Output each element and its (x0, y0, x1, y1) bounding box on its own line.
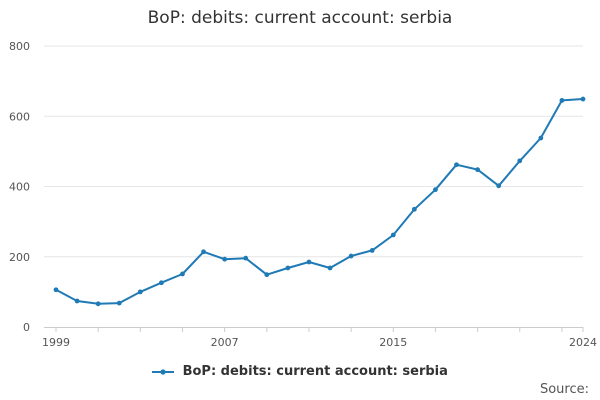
data-point[interactable] (74, 298, 80, 304)
data-point[interactable] (285, 265, 291, 271)
legend[interactable]: BoP: debits: current account: serbia (0, 364, 600, 379)
data-point[interactable] (454, 162, 459, 168)
data-point[interactable] (559, 98, 565, 103)
data-point[interactable] (306, 259, 312, 265)
data-point[interactable] (475, 167, 480, 173)
data-point[interactable] (538, 135, 544, 141)
data-point[interactable] (496, 183, 502, 189)
data-point[interactable] (159, 280, 164, 286)
y-tick-label: 0 (23, 321, 30, 334)
x-tick-label: 1999 (42, 336, 70, 349)
data-point[interactable] (369, 248, 375, 253)
legend-swatch (152, 368, 175, 375)
data-point[interactable] (116, 300, 122, 306)
data-point[interactable] (411, 206, 417, 212)
data-point[interactable] (264, 272, 270, 278)
data-point[interactable] (222, 256, 228, 262)
x-tick-label: 2015 (379, 336, 407, 349)
data-point[interactable] (517, 158, 523, 164)
data-point[interactable] (580, 96, 586, 102)
data-point[interactable] (137, 289, 143, 295)
x-tick-label: 2024 (569, 336, 597, 349)
series-line (55, 98, 584, 305)
source-label: Source: (539, 382, 589, 397)
data-point[interactable] (390, 232, 396, 238)
gridlines (44, 45, 583, 258)
data-point[interactable] (53, 287, 59, 293)
x-tick-label: 2007 (211, 336, 239, 349)
legend-label: BoP: debits: current account: serbia (182, 364, 448, 379)
y-tick-label: 800 (9, 40, 30, 53)
y-tick-label: 400 (9, 181, 30, 194)
y-tick-label: 200 (9, 251, 30, 264)
axes: 0 200 400 600 800 1999 2007 2015 2024 (9, 40, 597, 349)
data-point[interactable] (201, 249, 206, 255)
chart-title: BoP: debits: current account: serbia (147, 8, 453, 28)
y-tick-label: 600 (9, 110, 30, 123)
series-layer (53, 96, 586, 307)
data-point[interactable] (348, 253, 354, 259)
data-point[interactable] (327, 265, 333, 271)
data-point[interactable] (180, 271, 185, 277)
data-point[interactable] (243, 255, 249, 261)
data-point[interactable] (95, 301, 101, 307)
data-point[interactable] (433, 187, 438, 193)
